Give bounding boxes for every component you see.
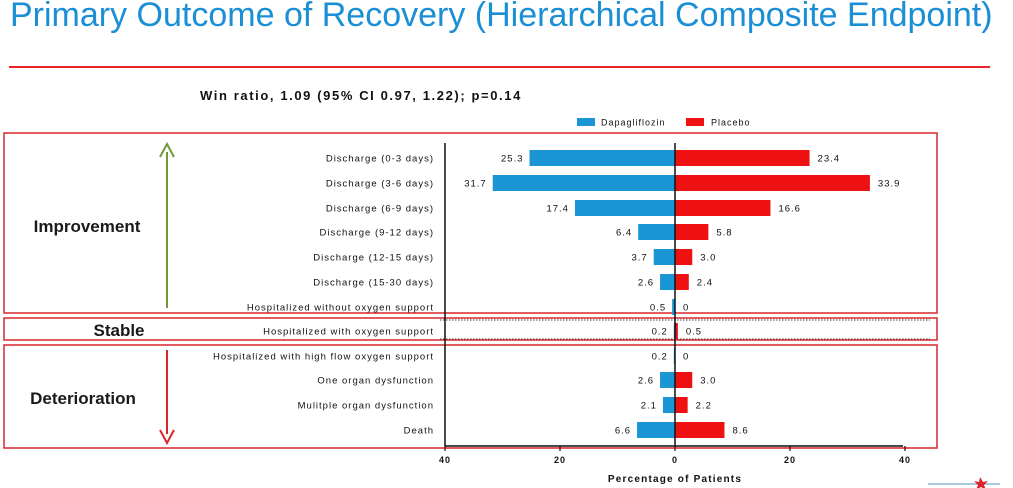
value-label-placebo-discharge-6-9-days: 16.6	[778, 204, 801, 215]
value-label-dapagliflozin-discharge-12-15-days: 3.7	[632, 253, 648, 264]
value-label-placebo-hospitalized-with-high-flow-oxygen-support: 0	[683, 352, 689, 363]
x-axis-label: Percentage of Patients	[608, 474, 742, 485]
category-label-discharge-9-12-days: Discharge (9-12 days)	[320, 228, 434, 239]
chart-legend: Dapagliflozin Placebo	[577, 118, 751, 128]
value-label-dapagliflozin-discharge-6-9-days: 17.4	[546, 204, 569, 215]
win-ratio-text: Win ratio, 1.09 (95% CI 0.97, 1.22); p=0…	[200, 88, 522, 103]
bar-dapagliflozin-death	[637, 422, 675, 438]
bar-dapagliflozin-discharge-3-6-days	[492, 175, 676, 191]
bar-dapagliflozin-one-organ-dysfunction	[660, 372, 675, 388]
bar-placebo-discharge-15-30-days	[675, 274, 689, 290]
bar-dapagliflozin-mulitple-organ-dysfunction	[662, 397, 675, 413]
bar-dapagliflozin-discharge-15-30-days	[660, 274, 675, 290]
category-label-discharge-15-30-days: Discharge (15-30 days)	[313, 278, 434, 289]
legend-label-dapagliflozin: Dapagliflozin	[601, 118, 666, 128]
category-label-hospitalized-with-high-flow-oxygen-support: Hospitalized with high flow oxygen suppo…	[213, 352, 434, 363]
bar-placebo-discharge-12-15-days	[675, 249, 693, 265]
bar-placebo-hospitalized-with-oxygen-support	[675, 323, 678, 339]
title-divider	[9, 66, 990, 68]
value-labels: 25.3 23.4 31.7 33.9 17.4 16.6 6.4 5.8 3.7 3.0 2.6 2…	[464, 154, 901, 437]
bar-placebo-death	[675, 422, 725, 438]
x-tick-label-3: 20	[784, 455, 796, 465]
category-label-discharge-12-15-days: Discharge (12-15 days)	[313, 253, 434, 264]
bar-placebo-one-organ-dysfunction	[675, 372, 693, 388]
deterioration-arrow-icon	[159, 350, 175, 446]
x-tick-label-2: 0	[672, 455, 678, 465]
x-tick-label-0: 40	[439, 455, 451, 465]
value-label-placebo-discharge-3-6-days: 33.9	[878, 179, 901, 190]
page-title: Primary Outcome of Recovery (Hierarchica…	[10, 0, 993, 34]
bar-placebo-discharge-9-12-days	[675, 224, 709, 240]
deterioration-label: Deterioration	[30, 389, 136, 408]
bar-dapagliflozin-discharge-12-15-days	[653, 249, 676, 265]
x-tick-label-4: 40	[899, 455, 911, 465]
category-label-one-organ-dysfunction: One organ dysfunction	[317, 376, 434, 387]
stable-label: Stable	[93, 321, 144, 340]
bar-dapagliflozin-discharge-0-3-days	[529, 150, 675, 166]
bars-layer	[492, 150, 870, 438]
bar-dapagliflozin-hospitalized-without-oxygen-support	[672, 299, 676, 315]
category-labels: Discharge (0-3 days) Discharge (3-6 days)…	[213, 154, 434, 437]
value-label-dapagliflozin-death: 6.6	[615, 426, 631, 437]
improvement-arrow-icon	[159, 141, 175, 308]
value-label-dapagliflozin-one-organ-dysfunction: 2.6	[638, 376, 654, 387]
value-label-dapagliflozin-hospitalized-without-oxygen-support: 0.5	[650, 303, 666, 314]
value-label-placebo-discharge-0-3-days: 23.4	[818, 154, 841, 165]
value-label-placebo-discharge-9-12-days: 5.8	[716, 228, 732, 239]
category-label-mulitple-organ-dysfunction: Mulitple organ dysfunction	[298, 401, 434, 412]
value-label-placebo-mulitple-organ-dysfunction: 2.2	[696, 401, 712, 412]
category-label-discharge-0-3-days: Discharge (0-3 days)	[326, 154, 434, 165]
category-label-hospitalized-without-oxygen-support: Hospitalized without oxygen support	[247, 303, 434, 314]
legend-swatch-placebo	[686, 118, 704, 126]
value-label-dapagliflozin-discharge-9-12-days: 6.4	[616, 228, 632, 239]
deterioration-group-frame	[3, 344, 938, 449]
bar-placebo-discharge-6-9-days	[675, 200, 771, 216]
value-label-dapagliflozin-discharge-15-30-days: 2.6	[638, 278, 654, 289]
value-label-placebo-one-organ-dysfunction: 3.0	[700, 376, 716, 387]
value-label-placebo-hospitalized-without-oxygen-support: 0	[683, 303, 689, 314]
legend-label-placebo: Placebo	[711, 118, 751, 128]
bar-dapagliflozin-discharge-9-12-days	[638, 224, 675, 240]
bar-dapagliflozin-discharge-6-9-days	[574, 200, 675, 216]
value-label-dapagliflozin-hospitalized-with-oxygen-support: 0.2	[652, 327, 668, 338]
category-label-discharge-6-9-days: Discharge (6-9 days)	[326, 204, 434, 215]
legend-swatch-dapagliflozin	[577, 118, 595, 126]
value-label-dapagliflozin-discharge-0-3-days: 25.3	[501, 154, 524, 165]
stable-group-frame	[3, 317, 938, 341]
bar-placebo-discharge-3-6-days	[675, 175, 870, 191]
value-label-dapagliflozin-discharge-3-6-days: 31.7	[464, 179, 487, 190]
value-label-placebo-discharge-15-30-days: 2.4	[697, 278, 713, 289]
value-label-dapagliflozin-hospitalized-with-high-flow-oxygen-support: 0.2	[652, 352, 668, 363]
bar-placebo-discharge-0-3-days	[675, 150, 810, 166]
value-label-placebo-discharge-12-15-days: 3.0	[700, 253, 716, 264]
value-label-placebo-death: 8.6	[732, 426, 748, 437]
value-label-dapagliflozin-mulitple-organ-dysfunction: 2.1	[641, 401, 657, 412]
bar-placebo-mulitple-organ-dysfunction	[675, 397, 688, 413]
value-label-placebo-hospitalized-with-oxygen-support: 0.5	[686, 327, 702, 338]
x-axis-ticks: 40 20 0 20 40	[439, 446, 911, 465]
corner-logo	[928, 477, 1000, 488]
improvement-label: Improvement	[34, 217, 141, 236]
category-label-death: Death	[404, 426, 434, 437]
improvement-group-frame	[3, 132, 938, 314]
x-tick-label-1: 20	[554, 455, 566, 465]
category-label-discharge-3-6-days: Discharge (3-6 days)	[326, 179, 434, 190]
category-label-hospitalized-with-oxygen-support: Hospitalized with oxygen support	[263, 327, 434, 338]
